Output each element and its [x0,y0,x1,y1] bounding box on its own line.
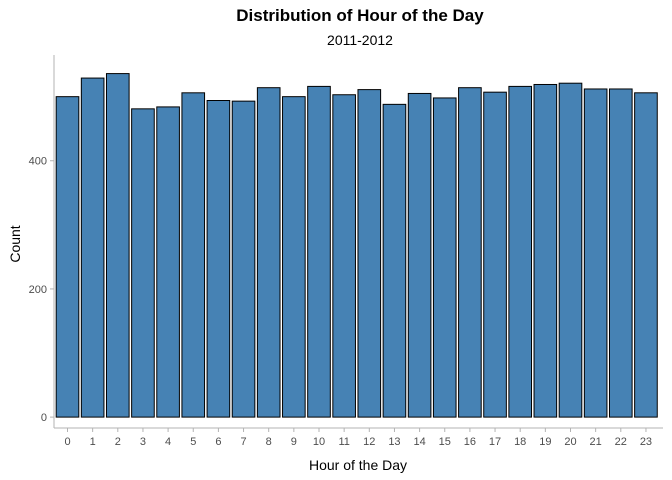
x-tick-label: 5 [190,436,196,448]
x-tick-label: 22 [615,436,627,448]
x-tick-label: 21 [590,436,602,448]
bar-hour-7 [231,100,256,418]
x-tick-label: 12 [363,436,375,448]
bar-hour-11 [332,94,356,418]
y-tick-label: 200 [29,284,47,296]
x-tick-label: 19 [539,436,551,448]
y-tick-label: 0 [41,412,47,424]
y-tick-labels: 0 200 400 [29,156,47,424]
x-tick-label: 11 [338,436,349,448]
bar-hour-20 [558,82,583,418]
x-tick-label: 23 [640,436,652,448]
bar-hour-23 [634,92,658,418]
x-tick-label: 18 [514,436,526,448]
x-tick-label: 8 [266,436,272,448]
x-axis-title: Hour of the Day [309,457,407,473]
bar-hour-14 [407,92,432,418]
bar-hour-4 [156,106,180,418]
bar-hour-9 [282,96,306,418]
x-tick-label: 2 [115,436,121,448]
bar-hour-5 [181,92,206,418]
x-tick-label: 13 [388,436,400,448]
bar-hour-18 [508,85,533,418]
x-tick-label: 9 [291,436,297,448]
bar-hour-22 [608,88,633,418]
x-tick-label: 3 [140,436,146,448]
y-axis-title: Count [7,225,23,262]
x-tick-labels: 0 1 2 3 4 5 6 7 8 9 10 11 12 13 14 15 16 17 18 19 20 21 22 23 [64,436,652,448]
y-tick-label: 400 [29,156,47,168]
x-tick-label: 0 [64,436,70,448]
x-tick-label: 20 [564,436,576,448]
bar-hour-10 [307,85,331,418]
bar-hour-8 [256,87,281,418]
x-tick-label: 16 [464,436,476,448]
bar-hour-16 [458,87,482,418]
x-tick-label: 7 [240,436,246,448]
x-tick-label: 1 [90,436,96,448]
x-tick-label: 4 [165,436,171,448]
chart-subtitle: 2011-2012 [327,32,393,48]
bar-hour-17 [483,91,507,418]
x-tick-label: 10 [313,436,325,448]
x-tick-label: 14 [413,436,425,448]
chart-title: Distribution of Hour of the Day [236,6,484,25]
bar-hour-19 [533,83,558,418]
x-tick-label: 6 [215,436,221,448]
bar-hour-21 [583,88,608,418]
bar-hour-13 [382,103,407,418]
bar-hour-15 [432,97,457,418]
bar-hour-6 [206,100,231,418]
bar-hour-0 [55,96,80,418]
x-tick-label: 17 [489,436,501,448]
bar-hour-2 [105,73,130,418]
bar-hour-12 [357,89,382,418]
axes-group [50,55,663,432]
bar-hour-1 [80,77,105,418]
bars-group [55,73,658,418]
x-tick-label: 15 [439,436,451,448]
bar-hour-3 [131,108,155,418]
